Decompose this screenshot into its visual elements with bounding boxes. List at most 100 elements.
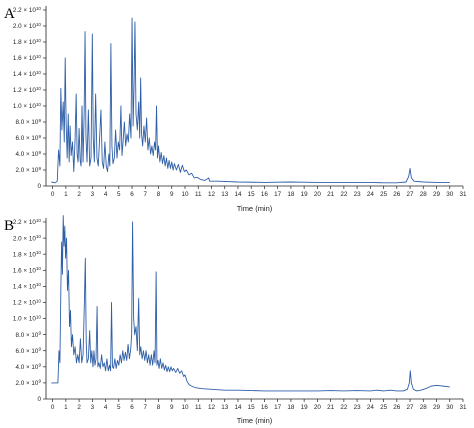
x-tick-label: 18 [287, 191, 295, 198]
y-tick-label: 0 [37, 396, 41, 403]
y-tick-base: × 10 [22, 23, 37, 30]
y-tick-exponent: 10 [36, 22, 42, 27]
y-tick-label: 1.6 × 1010 [13, 266, 42, 274]
y-tick-label: 1.8 × 1010 [13, 250, 42, 258]
x-tick-label: 1 [64, 191, 68, 198]
y-tick-mantissa: 1.2 [13, 300, 22, 307]
x-tick-label: 24 [367, 191, 375, 198]
y-tick-label: 8.0 × 109 [15, 330, 41, 338]
y-tick-mantissa: 1.8 [13, 251, 22, 258]
y-tick-base: × 10 [22, 235, 37, 242]
y-tick-exponent: 10 [36, 70, 42, 75]
y-tick-base: × 10 [24, 348, 39, 355]
y-tick-exponent: 10 [36, 266, 42, 271]
x-axis-title: Time (min) [237, 416, 273, 425]
y-tick-base: × 10 [22, 300, 37, 307]
y-tick-base: × 10 [22, 7, 37, 14]
x-tick-label: 2 [77, 404, 81, 411]
x-tick-label: 29 [433, 191, 441, 198]
x-tick-label: 23 [354, 191, 362, 198]
y-tick-label: 1.8 × 1010 [13, 38, 42, 46]
y-tick-base: × 10 [22, 103, 37, 110]
y-tick-exponent: 10 [36, 234, 42, 239]
x-tick-label: 6 [130, 404, 134, 411]
x-tick-label: 18 [287, 404, 295, 411]
x-tick-label: 24 [367, 404, 375, 411]
y-tick-mantissa: 2.0 [13, 23, 22, 30]
x-tick-label: 19 [301, 191, 309, 198]
y-tick-mantissa: 2.0 [15, 380, 24, 387]
x-tick-label: 27 [407, 404, 415, 411]
y-tick-exponent: 9 [38, 134, 41, 139]
y-tick-base: × 10 [24, 151, 39, 158]
x-tick-label: 26 [393, 191, 401, 198]
y-tick-exponent: 9 [38, 150, 41, 155]
y-tick-exponent: 9 [38, 347, 41, 352]
x-tick-label: 12 [208, 404, 216, 411]
y-tick-exponent: 9 [38, 166, 41, 171]
x-tick-label: 7 [144, 404, 148, 411]
x-tick-label: 4 [104, 404, 108, 411]
x-tick-label: 25 [380, 404, 388, 411]
y-tick-base: × 10 [22, 267, 37, 274]
x-tick-label: 22 [340, 404, 348, 411]
x-tick-label: 3 [91, 404, 95, 411]
x-tick-label: 8 [157, 191, 161, 198]
y-tick-label: 6.0 × 109 [15, 347, 41, 355]
x-tick-label: 26 [393, 404, 401, 411]
y-tick-exponent: 9 [38, 118, 41, 123]
x-tick-label: 13 [221, 191, 229, 198]
y-tick-label: 1.4 × 1010 [13, 282, 42, 290]
y-tick-exponent: 10 [36, 218, 42, 223]
x-tick-label: 31 [459, 191, 467, 198]
chromatogram-trace [51, 215, 450, 392]
x-tick-label: 11 [195, 191, 202, 198]
y-tick-label: 1.2 × 1010 [13, 86, 42, 94]
y-tick-mantissa: 1.0 [13, 103, 22, 110]
x-tick-label: 0 [51, 404, 55, 411]
x-tick-label: 16 [261, 191, 269, 198]
y-tick-exponent: 10 [36, 54, 42, 59]
y-tick-mantissa: 1.6 [13, 267, 22, 274]
y-tick-label: 4.0 × 109 [15, 363, 41, 371]
y-tick-base: × 10 [22, 219, 37, 226]
x-tick-label: 1 [64, 404, 68, 411]
y-tick-mantissa: 6.0 [15, 348, 24, 355]
y-tick-base: × 10 [24, 167, 39, 174]
x-tick-label: 21 [327, 191, 335, 198]
y-tick-base: × 10 [24, 332, 39, 339]
y-tick-mantissa: 8.0 [15, 332, 24, 339]
x-tick-label: 28 [420, 191, 428, 198]
y-tick-exponent: 10 [36, 314, 42, 319]
x-tick-label: 10 [181, 191, 189, 198]
x-tick-label: 14 [234, 404, 242, 411]
y-tick-exponent: 9 [38, 330, 41, 335]
y-tick-exponent: 10 [36, 298, 42, 303]
chromatogram-trace [51, 17, 450, 184]
y-tick-base: × 10 [24, 380, 39, 387]
y-tick-mantissa: 2.2 [13, 219, 22, 226]
x-tick-label: 0 [51, 191, 55, 198]
x-tick-label: 9 [170, 404, 174, 411]
y-tick-mantissa: 4.0 [15, 364, 24, 371]
x-tick-label: 30 [446, 191, 454, 198]
x-tick-label: 2 [77, 191, 81, 198]
y-tick-exponent: 10 [36, 102, 42, 107]
y-tick-mantissa: 4.0 [15, 151, 24, 158]
x-tick-label: 6 [130, 191, 134, 198]
x-tick-label: 17 [274, 191, 282, 198]
x-tick-label: 7 [144, 191, 148, 198]
y-tick-base: × 10 [22, 71, 37, 78]
x-tick-label: 5 [117, 404, 121, 411]
x-tick-label: 25 [380, 191, 388, 198]
x-tick-label: 30 [446, 404, 454, 411]
y-tick-label: 1.4 × 1010 [13, 70, 42, 78]
y-tick-mantissa: 8.0 [15, 119, 24, 126]
x-tick-label: 9 [170, 191, 174, 198]
y-tick-label: 2.0 × 1010 [13, 234, 42, 242]
x-tick-label: 22 [340, 191, 348, 198]
y-tick-mantissa: 6.0 [15, 135, 24, 142]
y-tick-exponent: 9 [38, 379, 41, 384]
